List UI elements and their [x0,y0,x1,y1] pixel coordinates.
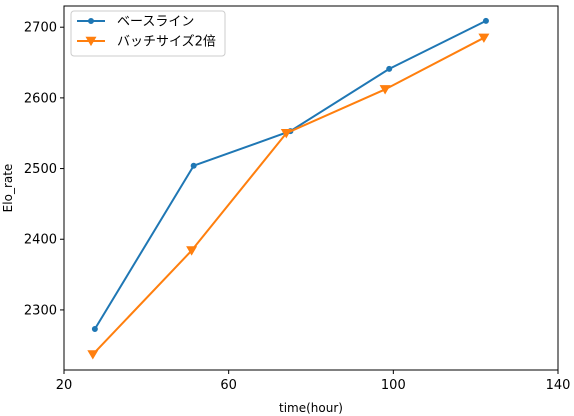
series-2-point [478,33,490,43]
y-tick-label: 2700 [24,21,57,36]
legend-label: ベースライン [117,15,194,30]
series-1-point [190,162,197,169]
y-tick-label: 2400 [24,233,57,248]
legend-swatch-marker [88,17,95,24]
y-axis-title: Elo_rate [1,164,15,213]
plot-frame [63,5,559,371]
series-1-point [386,65,393,72]
series-2-point [280,128,292,139]
series-2-point [87,350,99,360]
legend-swatch-marker [85,36,97,47]
series-1-point [91,326,98,333]
y-tick-label: 2600 [24,91,57,106]
y-tick-label: 2500 [24,162,57,177]
series-layer [87,17,490,360]
x-tick-label: 140 [546,378,571,393]
legend-box [70,10,226,57]
x-tick-label: 60 [220,378,237,393]
axes-layer: 20 60 100 140 2300 2400 2500 2600 2700 [24,5,571,393]
series-1-point [482,17,489,24]
x-tick-label: 20 [56,378,73,393]
series-2 [87,33,490,360]
series-2-point [186,246,198,256]
legend-label: バッチサイズ2倍 [117,34,216,50]
x-axis-title: time(hour) [279,401,343,415]
y-tick-label: 2300 [24,303,57,318]
series-2-point [379,85,391,95]
x-tick-label: 100 [381,378,406,393]
